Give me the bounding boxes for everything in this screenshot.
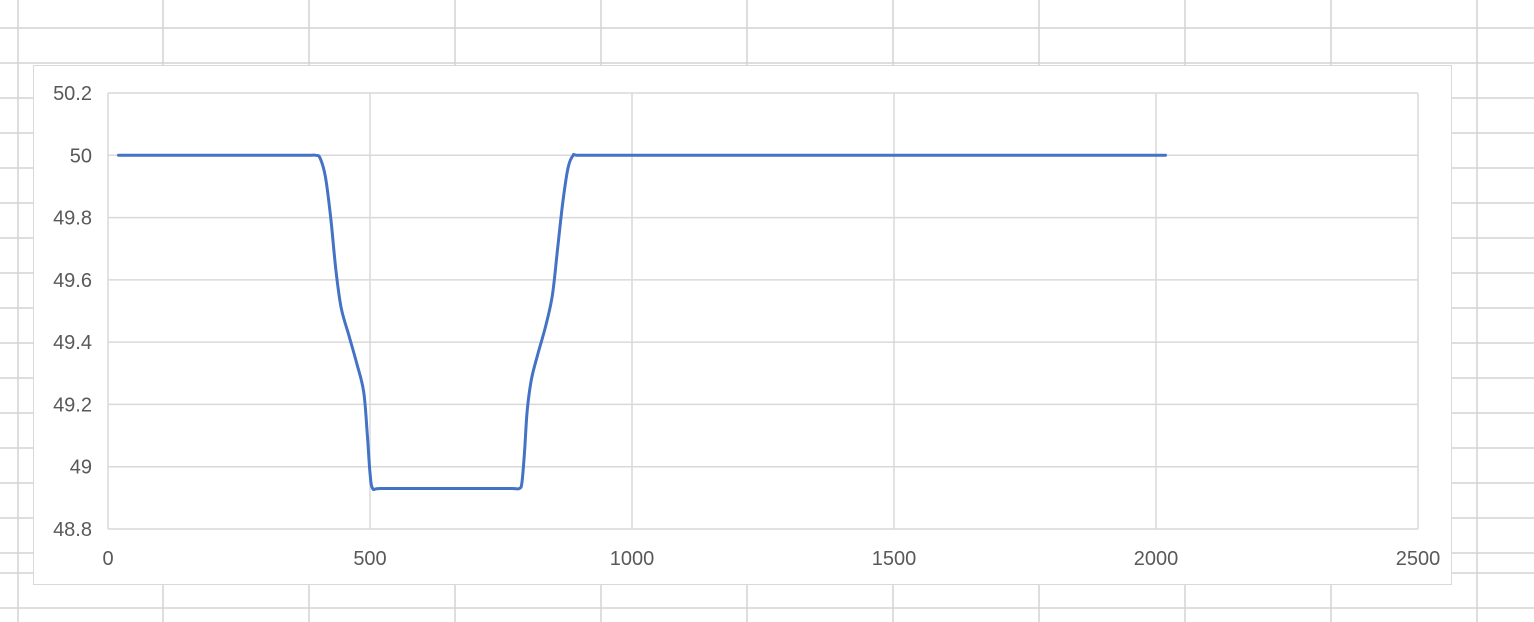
x-tick-label: 1000 xyxy=(610,548,655,570)
x-tick-label: 2500 xyxy=(1396,548,1441,570)
series-line xyxy=(116,152,1167,492)
y-tick-label: 50 xyxy=(70,145,92,167)
y-tick-label: 49.8 xyxy=(53,208,92,230)
y-axis-tick-labels: 50.2 50 49.8 49.6 49.4 49.2 49 48.8 xyxy=(53,83,92,541)
y-tick-label: 49.4 xyxy=(53,332,92,354)
series-layer xyxy=(116,152,1167,492)
x-tick-label: 0 xyxy=(102,548,113,570)
y-tick-label: 49.6 xyxy=(53,270,92,292)
x-tick-label: 500 xyxy=(353,548,386,570)
chart-area[interactable]: 50.2 50 49.8 49.6 49.4 49.2 49 48.8 0 500 1000 150… xyxy=(33,65,1452,585)
plot-gridlines xyxy=(107,92,1419,530)
y-tick-label: 50.2 xyxy=(53,83,92,105)
line-chart: 50.2 50 49.8 49.6 49.4 49.2 49 48.8 0 500 1000 150… xyxy=(53,83,1440,570)
y-tick-label: 49.2 xyxy=(53,394,92,416)
x-tick-label: 1500 xyxy=(872,548,917,570)
x-axis-tick-labels: 0 500 1000 1500 2000 2500 xyxy=(102,548,1440,570)
x-tick-label: 2000 xyxy=(1134,548,1179,570)
y-tick-label: 48.8 xyxy=(53,519,92,541)
y-tick-label: 49 xyxy=(70,457,92,479)
